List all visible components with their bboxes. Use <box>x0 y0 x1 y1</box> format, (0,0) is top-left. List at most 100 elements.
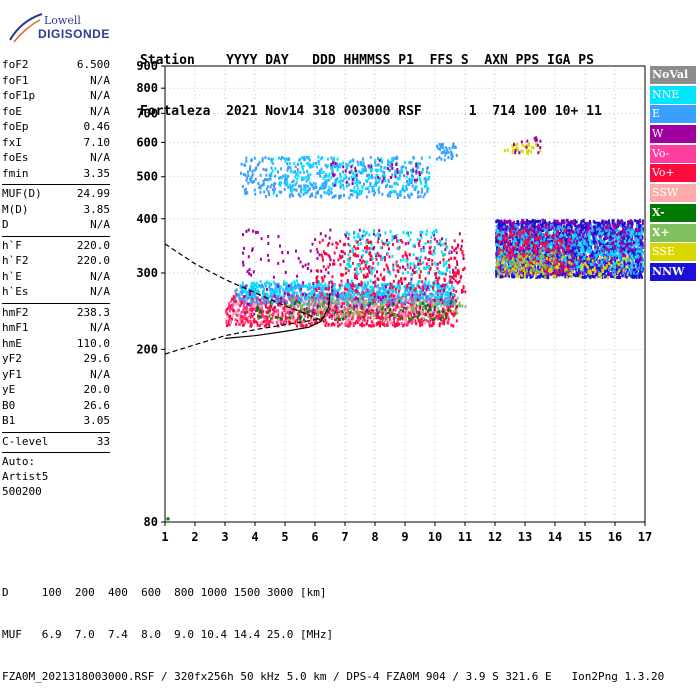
echo-point <box>371 270 373 273</box>
echo-point <box>339 173 341 176</box>
echo-point <box>387 318 389 321</box>
echo-point <box>305 264 307 267</box>
echo-point <box>388 321 390 324</box>
echo-point <box>445 242 447 245</box>
echo-point <box>456 272 458 275</box>
echo-point <box>438 310 440 313</box>
echo-point <box>251 159 253 162</box>
echo-point <box>395 191 397 194</box>
echo-point <box>346 181 348 184</box>
echo-point <box>386 299 388 302</box>
echo-point <box>332 263 334 266</box>
echo-point <box>447 294 449 297</box>
echo-point <box>393 302 395 305</box>
echo-point <box>357 182 359 185</box>
echo-point <box>242 261 244 264</box>
echo-point <box>354 298 356 301</box>
echo-point <box>360 300 362 303</box>
echo-point <box>318 308 320 311</box>
echo-point <box>449 265 451 268</box>
echo-point <box>364 234 366 237</box>
echo-point <box>426 263 428 266</box>
echo-point <box>392 243 394 246</box>
echo-point <box>443 322 445 325</box>
echo-point <box>389 273 391 276</box>
echo-point <box>456 312 458 315</box>
echo-point <box>459 302 461 305</box>
echo-point <box>358 283 360 286</box>
echo-point <box>380 317 382 320</box>
echo-point <box>347 279 349 282</box>
echo-point <box>403 307 405 310</box>
echo-point <box>245 157 247 160</box>
echo-point <box>357 297 359 300</box>
echo-point <box>273 192 275 195</box>
echo-point <box>299 304 301 307</box>
echo-point <box>447 320 449 323</box>
echo-point <box>242 185 244 188</box>
echo-point <box>453 277 455 280</box>
echo-point <box>232 312 234 315</box>
echo-point <box>385 314 387 317</box>
echo-point <box>256 301 258 304</box>
echo-point <box>337 169 339 172</box>
echo-point <box>273 182 275 185</box>
echo-point <box>279 288 281 291</box>
echo-point <box>387 291 389 294</box>
echo-point <box>348 318 350 321</box>
echo-point <box>333 259 335 262</box>
echo-point <box>378 296 380 299</box>
echo-point <box>250 180 252 183</box>
echo-point <box>261 296 263 299</box>
echo-point <box>449 250 451 253</box>
echo-point <box>419 290 421 293</box>
echo-point <box>422 321 424 324</box>
echo-point <box>287 166 289 169</box>
echo-point <box>251 300 253 303</box>
echo-point <box>333 288 335 291</box>
echo-point <box>312 308 314 311</box>
echo-point <box>381 287 383 290</box>
echo-point <box>332 311 334 314</box>
echo-point <box>291 304 293 307</box>
echo-point <box>303 184 305 187</box>
echo-point <box>248 255 250 258</box>
echo-point <box>421 313 423 316</box>
echo-point <box>425 242 427 245</box>
echo-point <box>369 299 371 302</box>
echo-point <box>392 322 394 325</box>
echo-point <box>306 296 308 299</box>
echo-point <box>271 167 273 170</box>
echo-point <box>229 310 231 313</box>
echo-point <box>379 291 381 294</box>
echo-point <box>388 304 390 307</box>
echo-point <box>287 169 289 172</box>
echo-point <box>443 310 445 313</box>
echo-point <box>450 301 452 304</box>
echo-point <box>435 291 437 294</box>
echo-point <box>268 190 270 193</box>
echo-point <box>369 258 371 261</box>
echo-point <box>279 184 281 187</box>
echo-point <box>326 174 328 177</box>
echo-point <box>270 295 272 298</box>
echo-point <box>290 170 292 173</box>
echo-point <box>437 317 439 320</box>
echo-point <box>405 242 407 245</box>
echo-point <box>423 249 425 252</box>
echo-point <box>291 312 293 315</box>
echo-point <box>244 311 246 314</box>
echo-point <box>380 246 382 249</box>
echo-point <box>278 157 280 160</box>
echo-point <box>257 163 259 166</box>
echo-point <box>397 171 399 174</box>
echo-point <box>259 324 261 327</box>
echo-point <box>314 186 316 189</box>
echo-point <box>433 289 435 292</box>
echo-point <box>366 195 368 198</box>
echo-point <box>382 278 384 281</box>
echo-point <box>403 231 405 234</box>
echo-point <box>389 286 391 289</box>
echo-point <box>455 290 457 293</box>
echo-point <box>306 303 308 306</box>
